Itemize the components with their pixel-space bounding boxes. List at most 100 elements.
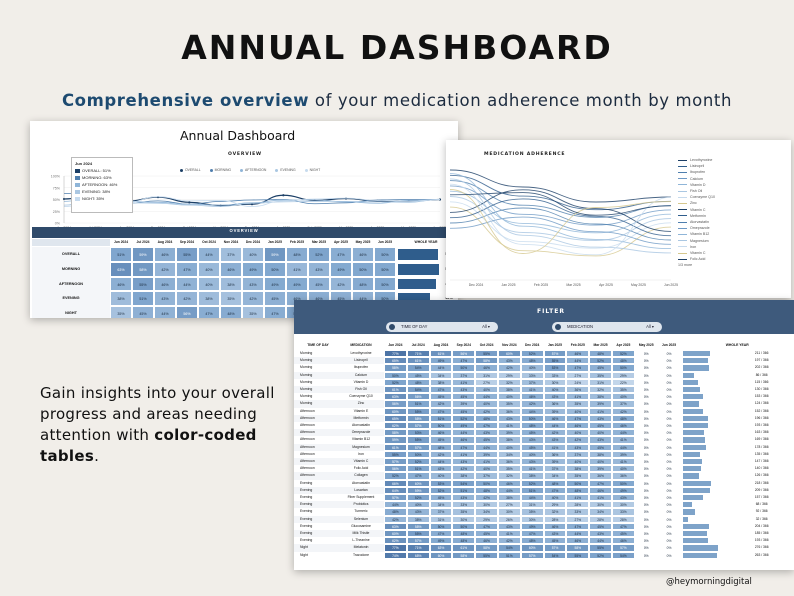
adherence-cell: 47%: [566, 364, 590, 372]
adherence-cell: 37%: [475, 472, 498, 480]
adherence-cell: 0%: [634, 501, 658, 509]
adherence-cell: 45%: [475, 436, 498, 444]
medication-cell: Omeprazole: [338, 429, 384, 437]
adherence-cell: 0%: [657, 465, 681, 473]
adherence-cell: 51%: [406, 400, 430, 408]
legend-item[interactable]: Calcium: [678, 176, 715, 182]
whole-year-value: 135 / 366: [754, 451, 769, 456]
overview-cell: 43%: [308, 261, 330, 277]
adherence-cell: 52%: [520, 350, 544, 358]
whole-year-bar: [683, 437, 705, 443]
legend-item[interactable]: Omeprazole: [678, 225, 715, 231]
medication-cell: Zinc: [338, 400, 384, 408]
legend-item[interactable]: Magnesium: [678, 238, 715, 244]
adherence-cell: 46%: [498, 479, 521, 487]
time-of-day-header: TIME OF DAY: [307, 343, 329, 347]
overview-cell: 48%: [220, 306, 242, 318]
overview-cell: 55%: [176, 247, 198, 262]
legend-item[interactable]: NIGHT: [304, 168, 320, 172]
tooltip-swatch: [75, 189, 80, 194]
adherence-cell: 47%: [566, 414, 590, 422]
adherence-cell: 41%: [566, 494, 590, 502]
legend-item[interactable]: AFTERNOON: [240, 168, 266, 172]
adherence-cell: 0%: [634, 530, 658, 538]
overview-cell: 46%: [154, 247, 176, 262]
whole-year-value: 152 / 366: [754, 408, 769, 413]
adherence-cell: 45%: [452, 393, 476, 401]
adherence-cell: 64%: [384, 486, 407, 494]
adherence-cell: 34%: [429, 371, 453, 379]
overview-cell: 42%: [176, 291, 198, 307]
adherence-cell: 39%: [452, 400, 476, 408]
adherence-cell: 51%: [429, 414, 453, 422]
legend-item[interactable]: Fish Oil: [678, 188, 715, 194]
legend-item[interactable]: Levothyroxine: [678, 157, 715, 163]
adherence-cell: 57%: [612, 544, 635, 552]
adherence-cell: 71%: [406, 544, 430, 552]
adherence-cell: 48%: [384, 508, 407, 516]
legend-item[interactable]: Ibuprofen: [678, 169, 715, 175]
overview-cell: 46%: [352, 247, 374, 262]
adherence-cell: 24%: [566, 378, 590, 386]
adherence-cell: 0%: [634, 364, 658, 372]
legend-item[interactable]: Atorvastatin: [678, 219, 715, 225]
adherence-cell: 38%: [498, 386, 521, 394]
legend-item[interactable]: Vitamin D: [678, 182, 715, 188]
medication-series-line: [449, 185, 672, 226]
chevron-down-icon: ▾: [651, 324, 654, 329]
medication-filter[interactable]: MEDICATION All ▾: [552, 322, 662, 332]
legend-more[interactable]: 1/3 more: [678, 263, 693, 268]
adherence-cell: 37%: [452, 371, 476, 379]
adherence-cell: 50%: [475, 479, 498, 487]
adherence-cell: 0%: [634, 479, 658, 487]
medication-series-line: [449, 180, 672, 218]
overall-point: [188, 201, 191, 204]
medication-series-line: [449, 178, 672, 254]
adherence-cell: 50%: [612, 479, 635, 487]
adherence-cell: 0%: [634, 522, 658, 530]
legend-item[interactable]: Metformin: [678, 213, 715, 219]
legend-item[interactable]: Iron: [678, 244, 715, 250]
adherence-cell: 74%: [384, 551, 407, 559]
tooltip-swatch: [75, 168, 80, 173]
adherence-cell: 55%: [543, 357, 567, 365]
legend-item[interactable]: Vitamin C: [678, 207, 715, 213]
adherence-cell: 40%: [475, 465, 498, 473]
adherence-cell: 28%: [566, 501, 590, 509]
tooltip-rows: OVERALL: 51% MORNING: 63% AFTERNOON: 46% EV…: [75, 167, 129, 202]
legend-item[interactable]: MORNING: [209, 168, 231, 172]
legend-item[interactable]: Vitamin B12: [678, 231, 715, 237]
legend-item[interactable]: Folic Acid: [678, 256, 715, 262]
adherence-cell: 0%: [634, 357, 658, 365]
adherence-cell: 36%: [498, 407, 521, 415]
adherence-cell: 50%: [429, 522, 453, 530]
legend-marker: [678, 227, 687, 229]
adherence-cell: 42%: [452, 465, 476, 473]
adherence-cell: 0%: [657, 371, 681, 379]
adherence-cell: 42%: [612, 407, 635, 415]
overview-cell: 47%: [176, 261, 198, 277]
medication-cell: Milk Thistle: [338, 530, 384, 538]
adherence-cell: 61%: [384, 443, 407, 451]
month-header: Jun 2025: [661, 343, 677, 347]
adherence-cell: 0%: [657, 386, 681, 394]
legend-item[interactable]: Vitamin C: [678, 250, 715, 256]
legend-item[interactable]: Coenzyme Q10: [678, 194, 715, 200]
whole-year-bar: [683, 394, 703, 400]
adherence-cell: 39%: [498, 429, 521, 437]
adherence-cell: 47%: [429, 407, 453, 415]
time-of-day-filter[interactable]: TIME OF DAY All ▾: [386, 322, 498, 332]
legend-item[interactable]: EVENING: [275, 168, 296, 172]
whole-year-bar: [683, 358, 709, 364]
adherence-cell: 44%: [612, 443, 635, 451]
adherence-cell: 54%: [406, 386, 430, 394]
overview-cell: 56%: [176, 306, 198, 318]
table-corner: [32, 239, 110, 246]
legend-item[interactable]: Lisinopril: [678, 163, 715, 169]
overview-cell: 44%: [154, 306, 176, 318]
legend-item[interactable]: Zinc: [678, 200, 715, 206]
medication-cell: Vitamin D: [338, 378, 384, 386]
adherence-cell: 36%: [543, 450, 567, 458]
legend-item[interactable]: OVERALL: [180, 168, 201, 172]
adherence-cell: 53%: [429, 479, 453, 487]
